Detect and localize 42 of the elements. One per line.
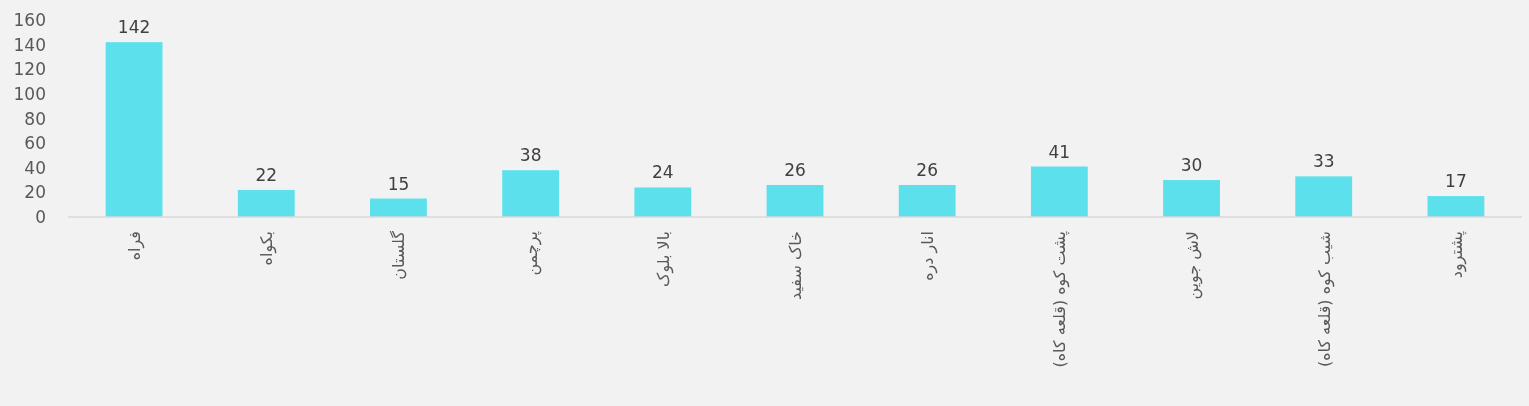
y-tick-label: 120 [13, 59, 46, 80]
data-label: 22 [255, 164, 278, 185]
x-tick-label: گلستان [389, 230, 409, 280]
bar [105, 42, 163, 217]
data-label: 38 [519, 145, 542, 166]
y-tick-label: 160 [13, 10, 46, 30]
x-tick-label: انار دره [918, 231, 939, 281]
data-label: 24 [652, 162, 674, 183]
bar [237, 189, 295, 217]
bar [898, 184, 956, 217]
x-tick-label: شیب کوه (قلعه کاه) [1314, 231, 1335, 368]
bar [370, 198, 427, 217]
bar [766, 184, 824, 217]
y-tick-label: 60 [24, 133, 46, 154]
x-tick-label: پشت کوه (قلعه کاه) [1050, 231, 1071, 368]
y-tick-label: 100 [13, 83, 46, 104]
bar [634, 187, 692, 217]
data-label: 41 [1048, 141, 1071, 162]
bar [1295, 176, 1353, 217]
bar [502, 170, 560, 217]
data-label: 33 [1312, 151, 1335, 172]
data-label: 30 [1180, 155, 1203, 176]
x-tick-label: فراه [125, 231, 146, 261]
x-tick-label: بکواه [257, 231, 278, 266]
data-label: 17 [1445, 171, 1467, 192]
data-label: 26 [916, 159, 938, 180]
bar [1427, 196, 1485, 217]
x-tick-label: پشترود [1446, 231, 1467, 279]
y-tick-label: 40 [24, 157, 46, 178]
y-tick-label: 0 [35, 207, 46, 227]
y-tick-label: 140 [13, 34, 46, 55]
bar [1030, 166, 1088, 217]
data-label: 142 [117, 17, 151, 38]
x-tick-label: پرچمن [521, 231, 542, 276]
x-tick-label: بالا بلوک [653, 231, 674, 287]
data-label: 26 [784, 159, 806, 180]
y-tick-label: 20 [24, 182, 46, 203]
bar [1163, 180, 1220, 217]
x-tick-label: لاش جوین [1182, 231, 1203, 300]
x-tick-label: خاک سفید [786, 231, 805, 300]
y-tick-label: 80 [24, 108, 46, 129]
data-label: 15 [387, 173, 410, 194]
